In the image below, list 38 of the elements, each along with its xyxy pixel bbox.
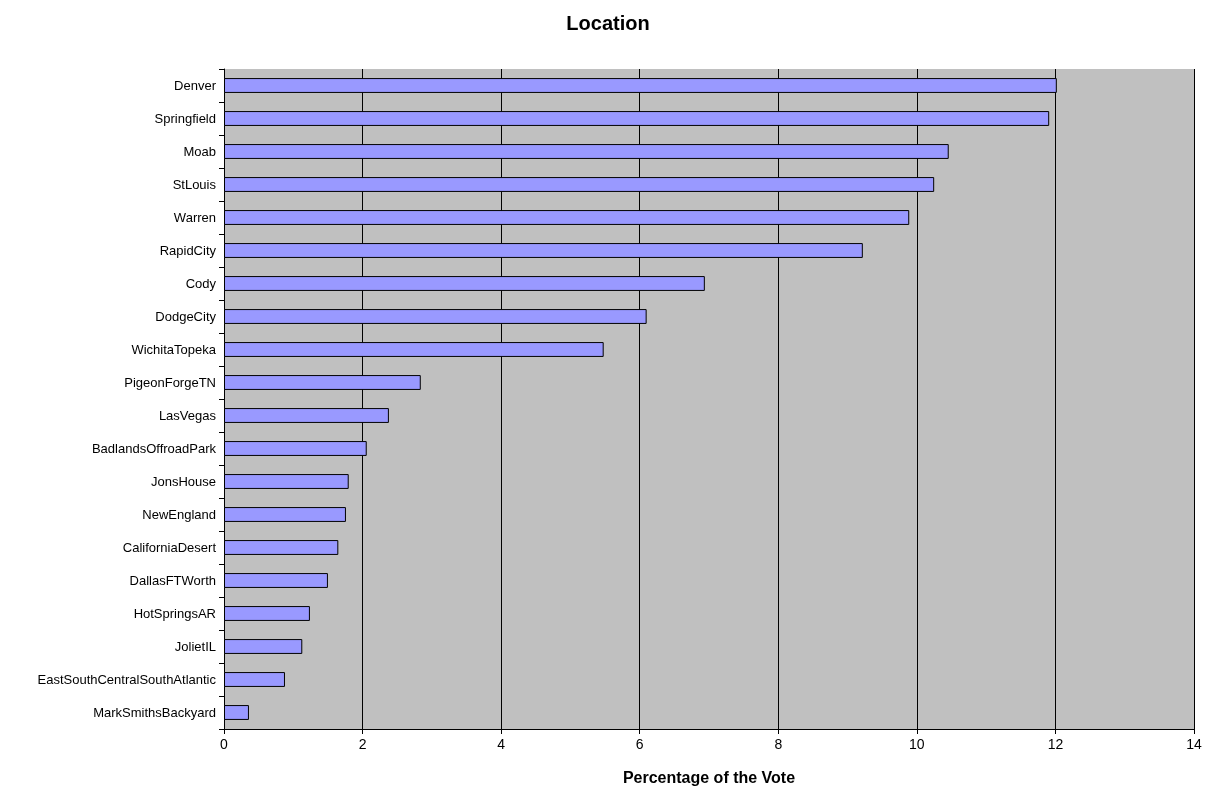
bar [224, 606, 310, 621]
bar [224, 507, 346, 522]
x-tick-label: 6 [635, 736, 644, 752]
y-tick-label: WichitaTopeka [131, 342, 217, 357]
y-tick-label: LasVegas [158, 408, 217, 423]
y-tick-label: Cody [185, 276, 217, 291]
x-axis-title: Percentage of the Vote [622, 768, 796, 786]
y-tick-label: JonsHouse [150, 474, 216, 489]
x-tick-label: 0 [220, 736, 229, 752]
bar [224, 474, 349, 489]
bar [224, 672, 285, 687]
y-tick-label: StLouis [172, 177, 217, 192]
chart-title: Location [566, 12, 650, 34]
x-tick-label: 12 [1047, 736, 1064, 752]
y-tick-label: BadlandsOffroadPark [91, 441, 217, 456]
x-tick-label: 8 [774, 736, 783, 752]
bar [224, 705, 249, 720]
y-tick-label: HotSpringsAR [133, 606, 216, 621]
bar [224, 573, 328, 588]
y-tick-label: RapidCity [159, 243, 217, 258]
x-tick-label: 2 [358, 736, 367, 752]
y-tick-label: Denver [174, 78, 217, 93]
x-tick-label: 4 [497, 736, 506, 752]
bar [224, 639, 303, 654]
y-tick-label: DallasFTWorth [129, 573, 216, 588]
x-tick-label: 10 [909, 736, 925, 752]
y-tick-label: Moab [183, 144, 216, 159]
bar [224, 540, 339, 555]
y-tick-label: Warren [173, 210, 216, 225]
y-tick-label: DodgeCity [155, 309, 217, 324]
x-tick-label: 14 [1186, 736, 1202, 752]
y-tick-label: PigeonForgeTN [124, 375, 216, 390]
y-tick-label: EastSouthCentralSouthAtlantic [37, 672, 217, 687]
y-tick-label: NewEngland [142, 507, 216, 522]
y-tick-label: CaliforniaDesert [122, 540, 217, 555]
y-tick-label: JolietIL [174, 639, 216, 654]
y-tick-label: MarkSmithsBackyard [93, 705, 216, 720]
y-tick-label: Springfield [154, 111, 216, 126]
